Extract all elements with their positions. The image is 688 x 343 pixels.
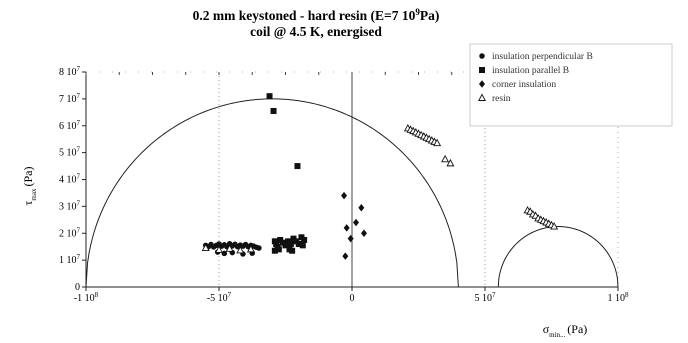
legend: insulation perpendicular B insulation par… — [469, 43, 673, 127]
data-point-diamond — [358, 203, 365, 212]
data-point-square — [271, 247, 278, 254]
data-point-triangle — [214, 245, 224, 253]
data-point-triangle — [550, 222, 559, 230]
data-point-diamond — [347, 234, 354, 243]
series-square — [266, 93, 308, 254]
y-tick-label: 5 107 — [59, 146, 81, 159]
mohr-circle — [85, 98, 459, 288]
y-axis-title: τmax(Pa) — [21, 167, 38, 206]
legend-label: insulation parallel B — [492, 66, 569, 76]
x-tick-label: 1 108 — [608, 291, 630, 304]
y-axis-title-symbol: τ — [21, 200, 35, 205]
legend-marker-triangle — [477, 93, 487, 101]
data-point-diamond — [360, 229, 367, 237]
y-tick-label: 2 107 — [59, 226, 81, 239]
x-axis-title-subscript: min... — [549, 331, 565, 339]
legend-marker-diamond — [479, 80, 485, 88]
y-tick-label: 4 107 — [59, 173, 81, 186]
data-point-square — [294, 163, 301, 170]
y-tick-label: 3 107 — [59, 199, 81, 212]
svg-text:τmax(Pa): τmax(Pa) — [21, 167, 38, 206]
data-point-square — [282, 242, 289, 249]
x-tick-label: -1 108 — [74, 291, 99, 304]
x-axis: -1 108 -5 107 0 5 107 1 108 — [74, 72, 629, 304]
y-axis-title-subscript: max — [30, 188, 38, 201]
legend-items: insulation perpendicular B insulation par… — [477, 52, 593, 104]
data-point-square — [301, 236, 308, 243]
data-point-square — [289, 247, 296, 254]
mohr-circle — [497, 226, 619, 288]
y-tick-label: 8 107 — [59, 65, 81, 78]
chart-title-main: 0.2 mm keystoned - hard resin (E=7 10 — [193, 8, 416, 23]
y-axis: 0 1 107 2 107 3 107 4 107 5 107 6 107 7 107 8 10… — [59, 65, 86, 293]
series-diamond — [341, 191, 367, 260]
legend-box — [469, 43, 673, 127]
legend-marker-square — [479, 67, 485, 73]
legend-marker-circle — [479, 53, 485, 59]
chart-title-tail: Pa) — [420, 8, 440, 23]
legend-label: resin — [492, 94, 511, 104]
data-point-triangle — [441, 154, 450, 163]
data-point-diamond — [352, 218, 359, 227]
data-point-diamond — [343, 224, 350, 232]
x-axis-title-symbol: σ — [543, 322, 550, 336]
series-triangle — [201, 123, 559, 254]
y-tick-label: 6 107 — [59, 119, 81, 132]
legend-label: insulation perpendicular B — [492, 52, 593, 62]
x-tick-label: 5 107 — [475, 291, 497, 304]
chart-title-group: 0.2 mm keystoned - hard resin (E=7 109Pa… — [193, 7, 440, 39]
data-point-square — [299, 242, 306, 249]
data-point-circle — [221, 250, 228, 257]
data-point-square — [266, 93, 273, 100]
x-tick-label: -5 107 — [207, 291, 232, 304]
data-point-triangle — [236, 246, 245, 254]
data-point-square — [287, 241, 294, 247]
data-point-circle — [256, 245, 262, 251]
data-point-square — [295, 241, 302, 247]
data-point-triangle — [246, 244, 255, 253]
chart-subtitle: coil @ 4.5 K, energised — [250, 24, 382, 39]
y-axis-title-unit: (Pa) — [21, 167, 35, 187]
x-tick-label: 0 — [350, 293, 355, 304]
data-point-triangle — [433, 138, 442, 147]
x-axis-title: σmin... (Pa) — [543, 322, 588, 339]
reference-lines — [218, 72, 486, 287]
legend-label: corner insulation — [492, 80, 556, 90]
x-axis-title-unit: (Pa) — [567, 322, 587, 336]
data-point-square — [270, 107, 277, 114]
y-tick-label: 1 107 — [59, 253, 81, 266]
data-point-triangle — [225, 244, 234, 252]
svg-text:σmin...(Pa): σmin... (Pa) — [543, 322, 588, 339]
data-point-diamond — [341, 191, 348, 200]
data-point-diamond — [342, 252, 349, 260]
y-tick-label: 7 107 — [59, 92, 81, 105]
data-point-triangle — [446, 158, 455, 167]
y-tick-label: 0 — [75, 282, 80, 293]
chart-title-superscript: 9 — [415, 7, 420, 17]
data-point-square — [275, 246, 282, 253]
data-point-triangle — [201, 243, 210, 251]
data-points — [201, 93, 559, 260]
chart-title: 0.2 mm keystoned - hard resin (E=7 109Pa… — [193, 7, 440, 23]
